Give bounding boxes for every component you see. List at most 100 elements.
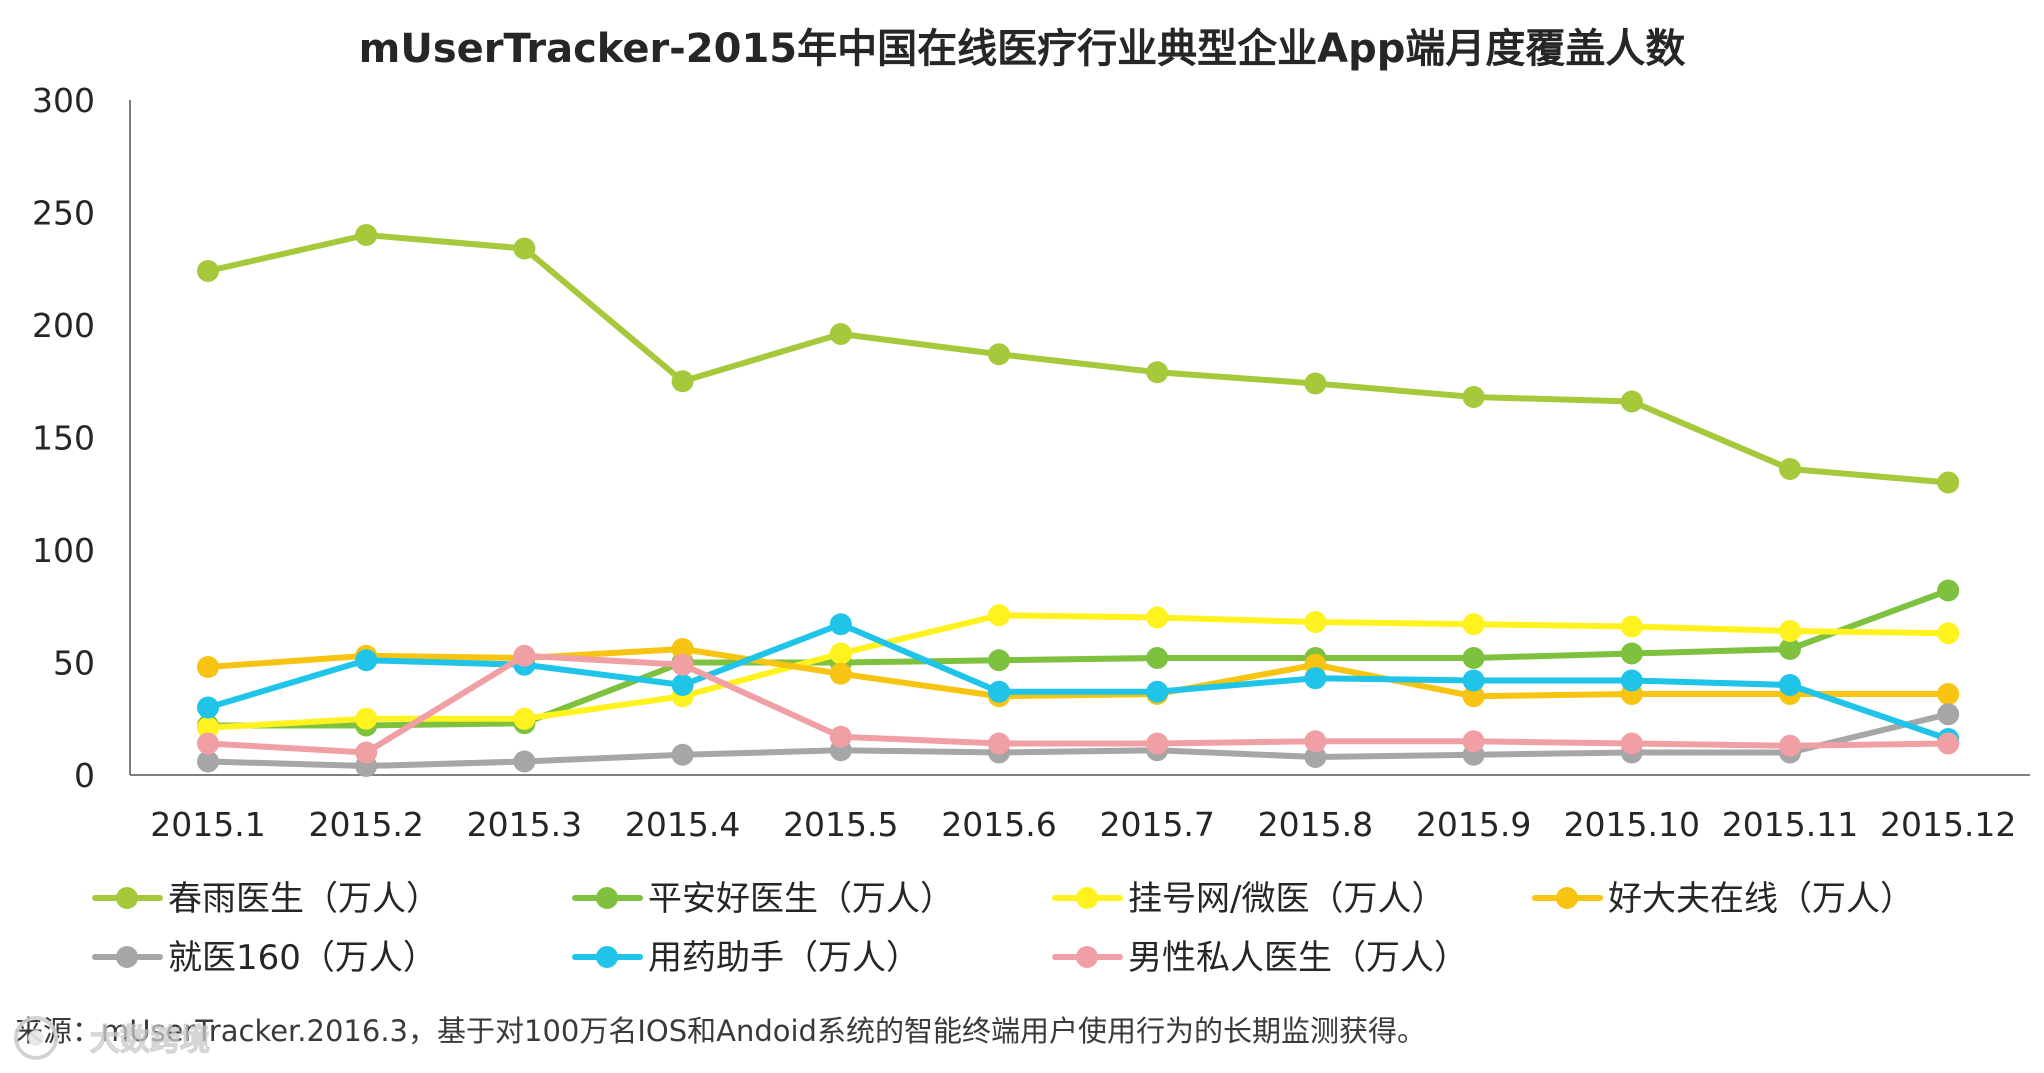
legend-swatch-marker bbox=[596, 946, 618, 968]
data-point bbox=[1779, 734, 1801, 757]
legend-swatch-marker bbox=[596, 887, 618, 909]
watermark: 大数跨境 bbox=[14, 1016, 211, 1060]
data-point bbox=[1937, 579, 1960, 602]
data-point bbox=[1304, 667, 1327, 690]
data-point bbox=[197, 656, 219, 678]
series-line bbox=[205, 621, 1952, 742]
legend-swatch-marker bbox=[1076, 887, 1098, 909]
series-7 bbox=[197, 644, 1960, 764]
data-point bbox=[197, 732, 219, 755]
legend-item: 好大夫在线（万人） bbox=[1532, 879, 1914, 919]
x-tick-label: 2015.2 bbox=[308, 805, 423, 844]
data-point bbox=[988, 649, 1010, 672]
data-point bbox=[1146, 647, 1169, 669]
data-point bbox=[513, 644, 536, 667]
data-point bbox=[1146, 606, 1169, 629]
series-line bbox=[205, 612, 1952, 731]
legend-label: 平安好医生（万人） bbox=[648, 879, 954, 919]
y-tick-label: 100 bbox=[32, 531, 95, 570]
source-note: 来源：mUserTracker.2016.3，基于对100万名IOS和Andoi… bbox=[14, 1014, 1426, 1048]
series-5 bbox=[197, 703, 1960, 777]
series-line bbox=[205, 652, 1952, 756]
data-point bbox=[1146, 680, 1169, 703]
y-tick-label: 300 bbox=[32, 81, 95, 120]
legend-item: 春雨医生（万人） bbox=[92, 879, 440, 919]
data-point bbox=[1620, 615, 1643, 638]
axes: 0 50 100 150 200 250 300 2015.1 2015.2 2015.3 2015… bbox=[32, 81, 2030, 844]
legend-item: 用药助手（万人） bbox=[572, 938, 920, 978]
data-point bbox=[671, 370, 694, 393]
watermark-logo-icon bbox=[14, 1016, 58, 1060]
data-point bbox=[1304, 746, 1327, 768]
data-point bbox=[1620, 642, 1643, 665]
data-point bbox=[197, 696, 219, 719]
data-point bbox=[988, 680, 1010, 703]
data-point bbox=[1937, 471, 1960, 494]
x-tick-label: 2015.8 bbox=[1258, 805, 1373, 844]
data-point bbox=[829, 613, 852, 636]
series-1 bbox=[197, 224, 1960, 494]
watermark-logo-core bbox=[28, 1030, 44, 1046]
data-point bbox=[1779, 458, 1801, 480]
y-tick-label: 150 bbox=[32, 419, 95, 458]
data-point bbox=[1937, 622, 1960, 645]
data-point bbox=[197, 750, 219, 773]
series-line bbox=[205, 646, 1952, 700]
series-line bbox=[205, 711, 1952, 769]
series-3 bbox=[197, 604, 1960, 739]
data-point bbox=[513, 707, 536, 730]
data-point bbox=[1462, 669, 1485, 692]
x-tick-label: 2015.9 bbox=[1416, 805, 1531, 844]
data-point bbox=[355, 707, 378, 730]
legend-swatch-marker bbox=[1556, 887, 1578, 909]
y-tick-label: 200 bbox=[32, 306, 95, 345]
data-point bbox=[1620, 669, 1643, 692]
y-tick-label: 250 bbox=[32, 194, 95, 233]
data-point bbox=[1462, 613, 1485, 636]
x-tick-label: 2015.6 bbox=[941, 805, 1056, 844]
series-line bbox=[205, 232, 1952, 486]
data-point bbox=[197, 716, 219, 739]
data-point bbox=[1779, 674, 1801, 696]
data-point bbox=[671, 674, 694, 696]
data-point bbox=[197, 260, 219, 282]
legend-label: 好大夫在线（万人） bbox=[1608, 879, 1914, 919]
legend: 春雨医生（万人） 平安好医生（万人） 挂号网/微医（万人） 好大夫在线（万人） 就医16… bbox=[92, 879, 1914, 978]
chart-title: mUserTracker-2015年中国在线医疗行业典型企业App端月度覆盖人数 bbox=[359, 26, 1686, 72]
x-tick-label: 2015.12 bbox=[1880, 805, 2016, 844]
x-tick-label: 2015.7 bbox=[1099, 805, 1214, 844]
data-point bbox=[1462, 685, 1485, 708]
data-point bbox=[1620, 732, 1643, 755]
x-tick-label: 2015.10 bbox=[1564, 805, 1700, 844]
data-point bbox=[1937, 683, 1960, 705]
data-point bbox=[1779, 638, 1801, 660]
data-point bbox=[1462, 730, 1485, 753]
data-point bbox=[671, 638, 694, 660]
data-point bbox=[1304, 611, 1327, 633]
data-point bbox=[355, 224, 378, 246]
legend-item: 就医160（万人） bbox=[92, 938, 437, 978]
data-point bbox=[1937, 703, 1960, 726]
series-layer bbox=[197, 224, 1960, 777]
legend-label: 挂号网/微医（万人） bbox=[1128, 879, 1445, 919]
watermark-text: 大数跨境 bbox=[90, 1023, 210, 1058]
data-point bbox=[829, 323, 852, 345]
legend-swatch-marker bbox=[116, 887, 138, 909]
data-point bbox=[513, 237, 536, 260]
series-6 bbox=[197, 613, 1960, 750]
data-point bbox=[1304, 730, 1327, 753]
data-point bbox=[1779, 620, 1801, 642]
data-point bbox=[1620, 390, 1643, 413]
x-tick-label: 2015.5 bbox=[783, 805, 898, 844]
series-line bbox=[205, 587, 1952, 729]
legend-label: 春雨医生（万人） bbox=[168, 879, 440, 919]
data-point bbox=[671, 653, 694, 676]
x-tick-label: 2015.4 bbox=[625, 805, 740, 844]
legend-item: 挂号网/微医（万人） bbox=[1052, 879, 1445, 919]
legend-swatch-marker bbox=[1076, 946, 1098, 968]
data-point bbox=[1146, 732, 1169, 755]
legend-item: 男性私人医生（万人） bbox=[1052, 938, 1468, 978]
y-tick-label: 50 bbox=[53, 644, 95, 683]
data-point bbox=[988, 343, 1010, 366]
